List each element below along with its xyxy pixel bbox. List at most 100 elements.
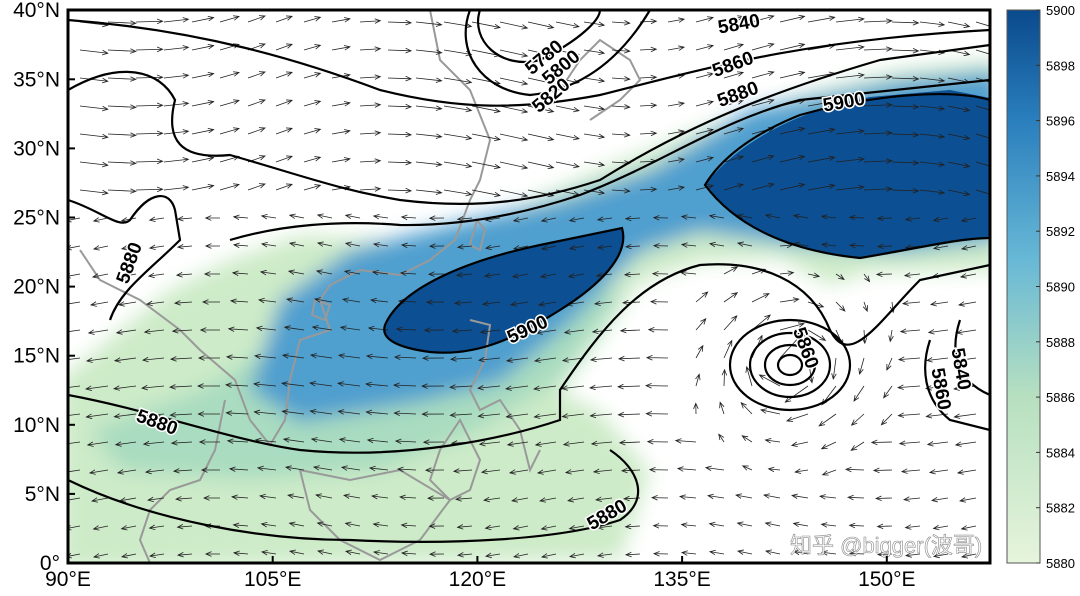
wind-arrow bbox=[652, 215, 669, 221]
wind-arrow bbox=[275, 127, 294, 135]
wind-arrow bbox=[693, 402, 699, 415]
wind-arrow bbox=[695, 72, 715, 79]
wind-arrow bbox=[540, 217, 557, 223]
wind-arrow bbox=[919, 21, 946, 27]
wind-arrow bbox=[303, 100, 322, 107]
wind-arrow bbox=[257, 297, 277, 304]
wind-arrow bbox=[835, 156, 865, 163]
wind-arrow bbox=[736, 521, 753, 527]
wind-arrow bbox=[359, 130, 382, 136]
wind-arrow bbox=[764, 549, 781, 555]
wind-arrow bbox=[555, 21, 580, 29]
wind-arrow bbox=[891, 132, 920, 138]
wind-arrow bbox=[875, 495, 893, 502]
wind-arrow bbox=[369, 297, 389, 304]
wind-arrow bbox=[135, 46, 164, 53]
wind-arrow bbox=[275, 43, 294, 51]
colorbar-tick-label: 5892 bbox=[1046, 224, 1075, 239]
colorbar-tick-label: 5900 bbox=[1046, 3, 1075, 18]
wind-arrow bbox=[680, 550, 697, 556]
wind-arrow bbox=[645, 355, 669, 361]
y-tick-label: 20°N bbox=[13, 276, 60, 299]
wind-arrow bbox=[415, 133, 443, 139]
wind-arrow bbox=[975, 161, 990, 169]
wind-arrow bbox=[201, 299, 221, 305]
wind-arrow bbox=[759, 408, 781, 415]
wind-arrow bbox=[831, 357, 837, 381]
wind-arrow bbox=[820, 522, 837, 528]
wind-arrow bbox=[92, 217, 109, 223]
wind-arrow bbox=[611, 48, 631, 54]
wind-arrow bbox=[169, 356, 193, 362]
wind-arrow bbox=[880, 413, 893, 426]
wind-arrow bbox=[592, 468, 613, 475]
y-tick-label: 5°N bbox=[25, 483, 60, 506]
wind-arrow bbox=[919, 189, 946, 195]
wind-arrow bbox=[316, 521, 333, 527]
wind-arrow bbox=[204, 551, 221, 557]
wind-arrow bbox=[275, 15, 294, 23]
wind-arrow bbox=[695, 44, 715, 51]
wind-arrow bbox=[932, 552, 949, 559]
wind-arrow bbox=[421, 355, 445, 361]
wind-arrow bbox=[484, 244, 501, 251]
wind-arrow bbox=[723, 266, 739, 275]
wind-arrow bbox=[646, 439, 669, 445]
wind-arrow bbox=[527, 133, 555, 142]
wind-arrow bbox=[428, 551, 445, 557]
wind-arrow bbox=[344, 241, 361, 247]
wind-arrow bbox=[505, 357, 529, 363]
wind-arrow bbox=[680, 522, 697, 528]
wind-arrow bbox=[115, 329, 137, 335]
wind-arrow bbox=[960, 553, 977, 559]
wind-arrow bbox=[695, 156, 715, 163]
wind-arrow bbox=[596, 552, 613, 558]
wind-arrow bbox=[779, 270, 795, 276]
wind-arrow bbox=[807, 183, 836, 191]
wind-arrow bbox=[540, 553, 557, 559]
wind-arrow bbox=[443, 77, 473, 85]
wind-arrow bbox=[512, 525, 529, 531]
wind-arrow bbox=[595, 496, 613, 502]
colorbar-tick-label: 5886 bbox=[1046, 390, 1075, 405]
wind-arrow bbox=[527, 21, 555, 30]
wind-arrow bbox=[779, 42, 806, 51]
wind-arrow bbox=[947, 105, 971, 113]
wind-arrow bbox=[723, 71, 745, 79]
wind-arrow bbox=[957, 301, 977, 307]
wind-arrow bbox=[275, 183, 294, 191]
wind-arrow bbox=[400, 242, 417, 249]
wind-arrow bbox=[119, 273, 137, 279]
wind-arrow bbox=[225, 382, 249, 388]
wind-arrow bbox=[371, 493, 389, 500]
wind-arrow bbox=[315, 269, 333, 275]
wind-arrow bbox=[443, 105, 473, 113]
wind-arrow bbox=[259, 269, 277, 276]
wind-arrow bbox=[114, 441, 137, 447]
wind-arrow bbox=[456, 216, 473, 222]
wind-arrow bbox=[652, 551, 669, 557]
wind-arrow bbox=[427, 271, 445, 277]
wind-arrow bbox=[309, 409, 333, 415]
wind-arrow bbox=[288, 521, 305, 527]
wind-arrow bbox=[708, 521, 725, 528]
wind-arrow bbox=[499, 105, 529, 114]
x-tick-label: 150°E bbox=[858, 568, 915, 591]
wind-arrow bbox=[791, 493, 809, 499]
wind-arrow bbox=[68, 329, 81, 333]
wind-arrow bbox=[117, 301, 137, 307]
wind-arrow bbox=[589, 356, 613, 363]
wind-arrow bbox=[617, 355, 641, 362]
wind-arrow bbox=[163, 157, 190, 163]
wind-arrow bbox=[143, 328, 165, 335]
wind-arrow bbox=[232, 214, 249, 220]
wind-arrow bbox=[148, 552, 165, 559]
wind-arrow bbox=[478, 440, 501, 447]
wind-arrow bbox=[835, 301, 846, 312]
wind-arrow bbox=[960, 525, 977, 531]
wind-arrow bbox=[449, 384, 473, 390]
wind-arrow bbox=[820, 214, 837, 220]
wind-arrow bbox=[539, 497, 557, 503]
wind-arrow bbox=[120, 245, 137, 251]
